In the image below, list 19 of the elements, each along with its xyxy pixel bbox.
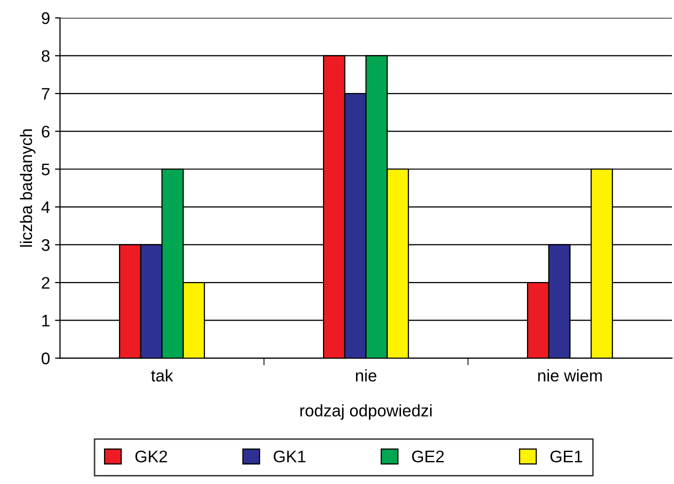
y-tick-label: 3	[42, 239, 50, 251]
x-tick-label: nie	[356, 369, 376, 382]
y-tick-label: 6	[42, 126, 50, 138]
y-tick-label: 2	[42, 276, 50, 289]
y-axis-title: liczba badanych	[20, 129, 36, 247]
y-tick-label: 9	[42, 12, 50, 24]
y-tick-label: 8	[42, 50, 50, 62]
y-tick-label: 0	[42, 352, 50, 364]
legend-label: GK2	[135, 450, 168, 462]
y-tick-label: 4	[41, 202, 50, 213]
legend-label: GE1	[550, 450, 582, 462]
y-tick-label: 1	[42, 314, 50, 326]
legend-label: GK1	[274, 450, 306, 462]
x-tick-label: tak	[151, 369, 174, 382]
legend-label: GE2	[412, 450, 444, 462]
y-tick-label: 7	[42, 88, 50, 100]
y-tick-label: 5	[42, 164, 50, 176]
x-axis-title: rodzaj odpowiedzi	[300, 404, 432, 420]
x-tick-label: nie wiem	[538, 369, 602, 382]
